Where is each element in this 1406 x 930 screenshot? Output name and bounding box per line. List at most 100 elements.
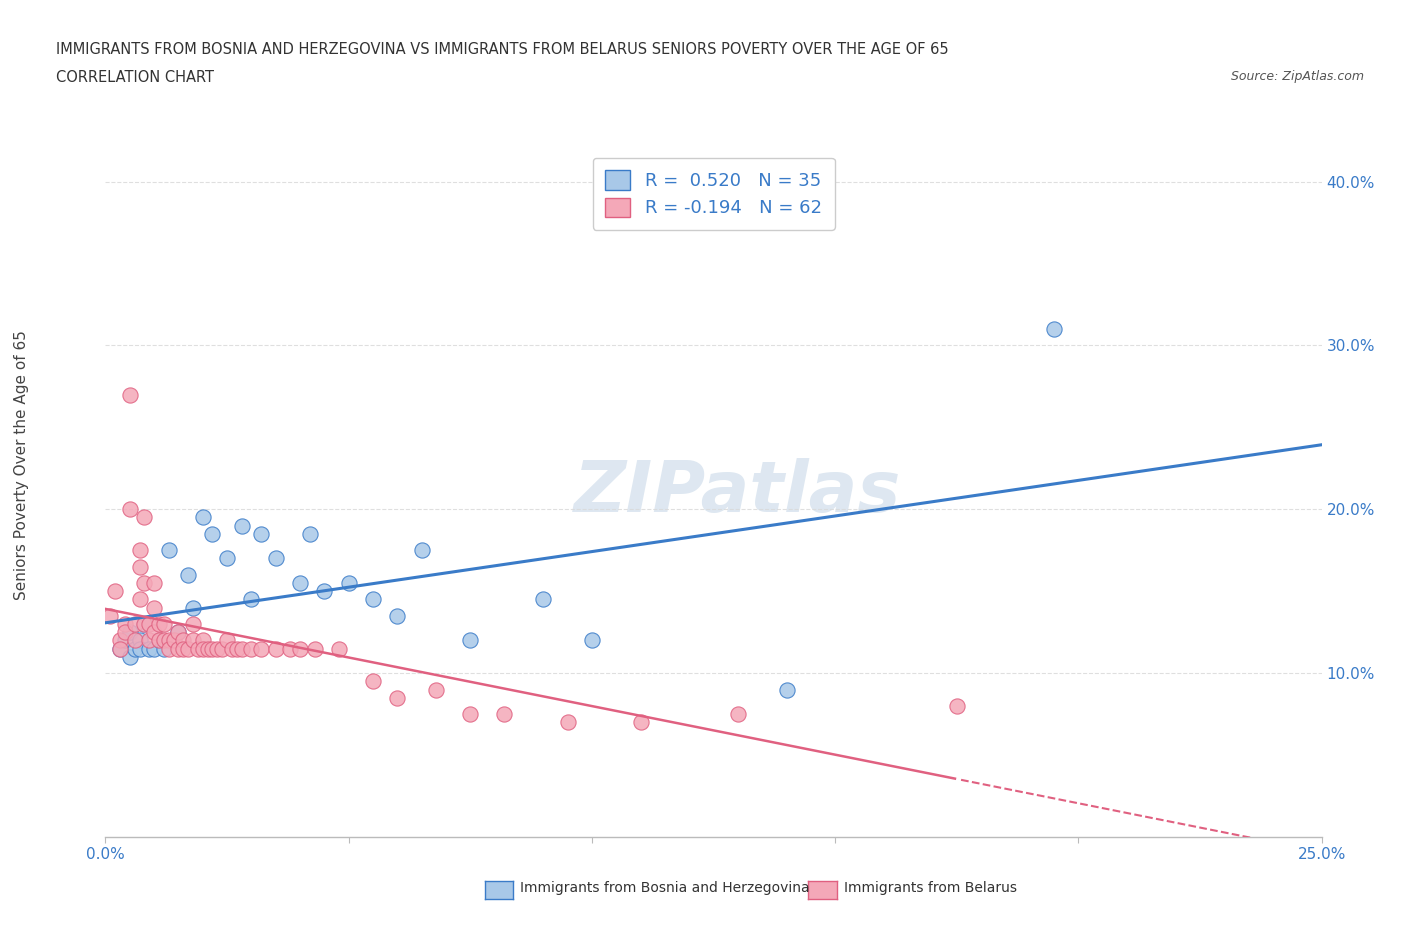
Point xyxy=(250,526,273,541)
Point xyxy=(217,551,239,565)
Legend: R =  0.520   N = 35, R = -0.194   N = 62: R = 0.520 N = 35, R = -0.194 N = 62 xyxy=(592,158,835,230)
Text: ZIPatlas: ZIPatlas xyxy=(574,458,901,527)
Point xyxy=(124,641,146,656)
Point xyxy=(98,608,121,623)
Point xyxy=(153,641,176,656)
Point xyxy=(181,617,204,631)
Point xyxy=(945,698,967,713)
Point xyxy=(201,641,224,656)
Point xyxy=(581,633,603,648)
Point xyxy=(167,641,190,656)
Point xyxy=(138,641,160,656)
Point xyxy=(458,633,481,648)
Text: Immigrants from Bosnia and Herzegovina: Immigrants from Bosnia and Herzegovina xyxy=(520,881,810,896)
Point xyxy=(425,682,447,697)
Point xyxy=(138,633,160,648)
Point xyxy=(114,625,136,640)
Point xyxy=(361,674,384,689)
Text: CORRELATION CHART: CORRELATION CHART xyxy=(56,70,214,85)
Point xyxy=(124,617,146,631)
Point xyxy=(314,584,336,599)
Point xyxy=(387,608,409,623)
Point xyxy=(104,584,127,599)
Point xyxy=(411,543,433,558)
Point xyxy=(197,641,219,656)
Point xyxy=(128,559,150,574)
Point xyxy=(191,633,214,648)
Point xyxy=(201,526,224,541)
Point xyxy=(458,707,481,722)
Point xyxy=(181,633,204,648)
Point xyxy=(221,641,243,656)
Point xyxy=(240,641,263,656)
Point xyxy=(278,641,301,656)
Point xyxy=(167,625,190,640)
Point xyxy=(148,633,170,648)
Point xyxy=(211,641,233,656)
Text: Seniors Poverty Over the Age of 65: Seniors Poverty Over the Age of 65 xyxy=(14,330,28,600)
Point xyxy=(231,641,253,656)
Point xyxy=(191,641,214,656)
Point xyxy=(191,510,214,525)
Point xyxy=(207,641,229,656)
Point xyxy=(557,715,579,730)
Point xyxy=(177,641,200,656)
Point xyxy=(304,641,326,656)
Point xyxy=(250,641,273,656)
Point xyxy=(148,617,170,631)
Point xyxy=(118,649,141,664)
Point xyxy=(157,633,180,648)
Point xyxy=(288,641,311,656)
Point xyxy=(494,707,516,722)
Point xyxy=(143,600,166,615)
Point xyxy=(187,641,209,656)
Point xyxy=(231,518,253,533)
Point xyxy=(114,617,136,631)
Point xyxy=(727,707,749,722)
Point xyxy=(328,641,350,656)
Point xyxy=(225,641,247,656)
Point xyxy=(264,551,287,565)
Point xyxy=(118,625,141,640)
Point xyxy=(157,543,180,558)
Point xyxy=(108,633,131,648)
Point xyxy=(181,600,204,615)
Point xyxy=(124,633,146,648)
Point xyxy=(143,576,166,591)
Point xyxy=(128,592,150,607)
Point xyxy=(138,617,160,631)
Point xyxy=(1043,322,1066,337)
Point xyxy=(153,633,176,648)
Point xyxy=(361,592,384,607)
Point xyxy=(143,625,166,640)
Point xyxy=(167,625,190,640)
Point xyxy=(153,617,176,631)
Point xyxy=(172,633,194,648)
Point xyxy=(128,633,150,648)
Point xyxy=(775,682,797,697)
Point xyxy=(114,633,136,648)
Point xyxy=(298,526,321,541)
Point xyxy=(288,576,311,591)
Point xyxy=(177,567,200,582)
Point xyxy=(128,641,150,656)
Point xyxy=(134,617,156,631)
Point xyxy=(148,633,170,648)
Point xyxy=(118,387,141,402)
Point xyxy=(172,641,194,656)
Point xyxy=(264,641,287,656)
Point xyxy=(143,641,166,656)
Point xyxy=(157,641,180,656)
Point xyxy=(630,715,652,730)
Point xyxy=(217,633,239,648)
Point xyxy=(128,543,150,558)
Point xyxy=(134,510,156,525)
Point xyxy=(118,502,141,517)
Text: Source: ZipAtlas.com: Source: ZipAtlas.com xyxy=(1230,70,1364,83)
Text: IMMIGRANTS FROM BOSNIA AND HERZEGOVINA VS IMMIGRANTS FROM BELARUS SENIORS POVERT: IMMIGRANTS FROM BOSNIA AND HERZEGOVINA V… xyxy=(56,42,949,57)
Point xyxy=(387,690,409,705)
Point xyxy=(337,576,360,591)
Point xyxy=(108,641,131,656)
Point xyxy=(134,576,156,591)
Point xyxy=(134,617,156,631)
